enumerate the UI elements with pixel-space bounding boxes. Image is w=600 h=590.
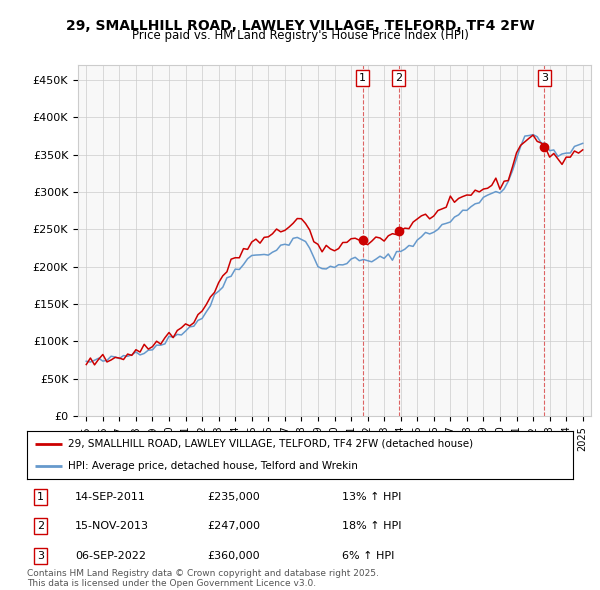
- Text: Contains HM Land Registry data © Crown copyright and database right 2025.: Contains HM Land Registry data © Crown c…: [27, 569, 379, 578]
- Text: 1: 1: [359, 73, 366, 83]
- Text: 6% ↑ HPI: 6% ↑ HPI: [342, 551, 394, 560]
- Text: 2: 2: [395, 73, 402, 83]
- Text: £360,000: £360,000: [207, 551, 260, 560]
- Text: 1: 1: [37, 492, 44, 502]
- Text: £247,000: £247,000: [207, 522, 260, 531]
- Text: 2: 2: [37, 522, 44, 531]
- Text: 29, SMALLHILL ROAD, LAWLEY VILLAGE, TELFORD, TF4 2FW (detached house): 29, SMALLHILL ROAD, LAWLEY VILLAGE, TELF…: [68, 439, 473, 449]
- Text: 3: 3: [541, 73, 548, 83]
- Text: 13% ↑ HPI: 13% ↑ HPI: [342, 492, 401, 502]
- Text: 14-SEP-2011: 14-SEP-2011: [75, 492, 146, 502]
- Text: 18% ↑ HPI: 18% ↑ HPI: [342, 522, 401, 531]
- Text: This data is licensed under the Open Government Licence v3.0.: This data is licensed under the Open Gov…: [27, 579, 316, 588]
- Text: £235,000: £235,000: [207, 492, 260, 502]
- Text: 06-SEP-2022: 06-SEP-2022: [75, 551, 146, 560]
- Text: HPI: Average price, detached house, Telford and Wrekin: HPI: Average price, detached house, Telf…: [68, 461, 358, 471]
- Text: 15-NOV-2013: 15-NOV-2013: [75, 522, 149, 531]
- Text: Price paid vs. HM Land Registry's House Price Index (HPI): Price paid vs. HM Land Registry's House …: [131, 30, 469, 42]
- Text: 29, SMALLHILL ROAD, LAWLEY VILLAGE, TELFORD, TF4 2FW: 29, SMALLHILL ROAD, LAWLEY VILLAGE, TELF…: [65, 19, 535, 33]
- Text: 3: 3: [37, 551, 44, 560]
